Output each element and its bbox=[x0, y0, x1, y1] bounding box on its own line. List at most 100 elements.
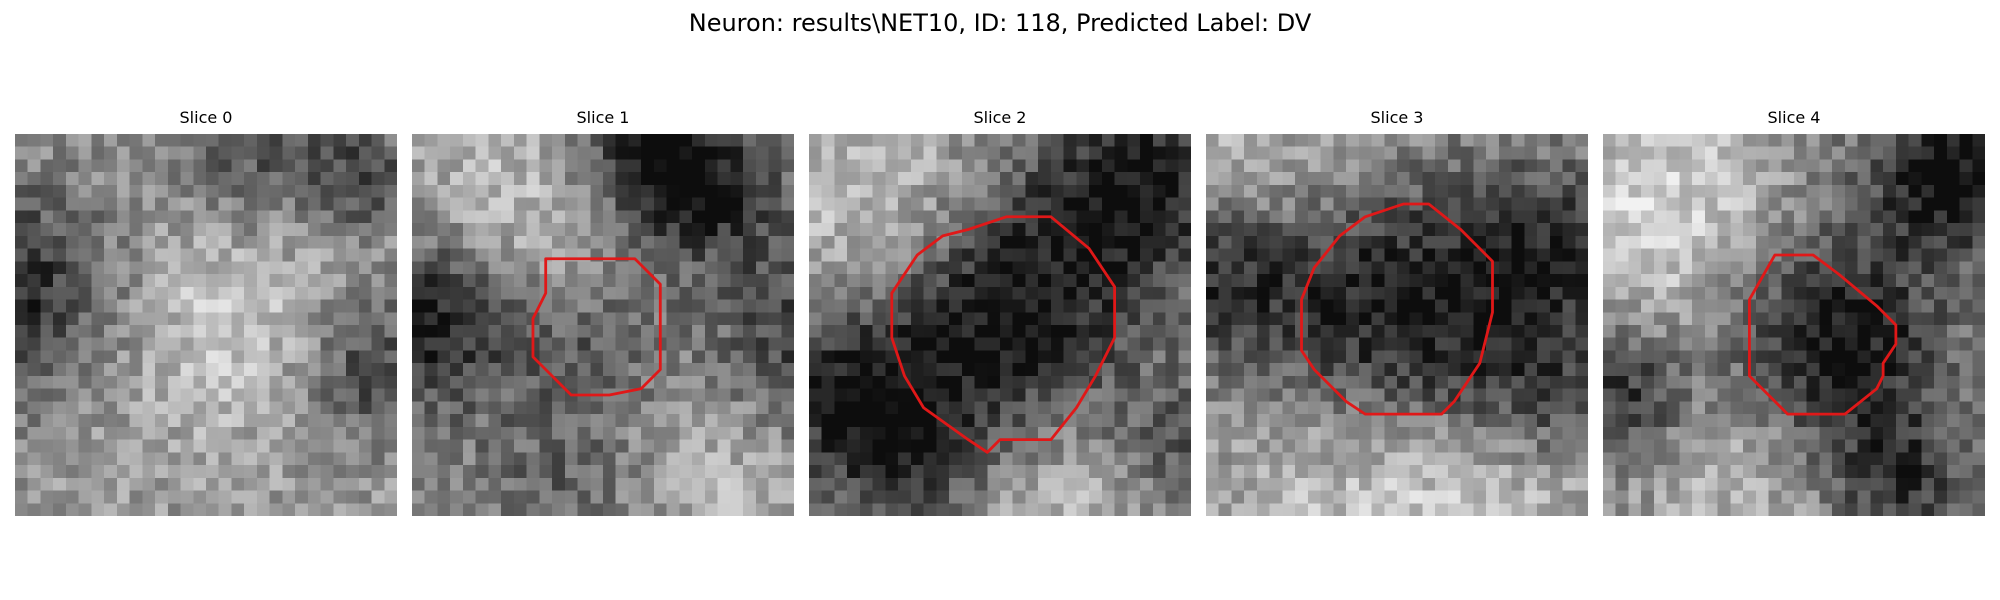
image-pixel bbox=[358, 274, 372, 288]
image-pixel bbox=[809, 261, 822, 275]
image-pixel bbox=[1844, 337, 1858, 351]
image-pixel bbox=[628, 299, 642, 313]
image-pixel bbox=[1641, 312, 1655, 326]
image-pixel bbox=[1895, 426, 1909, 440]
image-pixel bbox=[78, 235, 92, 249]
image-pixel bbox=[898, 503, 912, 516]
image-pixel bbox=[1218, 388, 1232, 402]
image-pixel bbox=[526, 503, 540, 516]
image-pixel bbox=[872, 184, 886, 198]
image-pixel bbox=[295, 261, 309, 275]
image-pixel bbox=[116, 223, 130, 237]
image-pixel bbox=[1012, 248, 1026, 262]
image-pixel bbox=[1050, 375, 1064, 389]
image-pixel bbox=[1511, 363, 1525, 377]
image-pixel bbox=[1730, 159, 1744, 173]
image-pixel bbox=[1282, 503, 1296, 516]
image-pixel bbox=[1346, 350, 1360, 364]
image-pixel bbox=[1743, 210, 1757, 224]
image-pixel bbox=[53, 235, 67, 249]
image-pixel bbox=[1794, 452, 1807, 466]
image-pixel bbox=[755, 490, 769, 504]
image-pixel bbox=[1806, 465, 1820, 479]
image-pixel bbox=[269, 465, 283, 479]
image-pixel bbox=[961, 274, 975, 288]
image-pixel bbox=[1959, 503, 1973, 516]
image-pixel bbox=[1692, 439, 1706, 453]
image-pixel bbox=[501, 184, 515, 198]
image-pixel bbox=[1127, 490, 1141, 504]
image-pixel bbox=[1832, 299, 1846, 313]
image-pixel bbox=[142, 197, 156, 211]
image-pixel bbox=[346, 426, 360, 440]
image-pixel bbox=[1397, 146, 1410, 160]
image-pixel bbox=[885, 274, 899, 288]
image-pixel bbox=[1127, 375, 1141, 389]
image-pixel bbox=[384, 477, 397, 491]
image-pixel bbox=[1358, 337, 1372, 351]
image-pixel bbox=[1101, 401, 1115, 415]
image-pixel bbox=[437, 172, 451, 186]
image-pixel bbox=[129, 223, 143, 237]
image-pixel bbox=[1972, 235, 1985, 249]
image-pixel bbox=[564, 439, 578, 453]
image-pixel bbox=[1244, 439, 1258, 453]
image-pixel bbox=[1832, 325, 1846, 338]
image-pixel bbox=[1934, 159, 1948, 173]
image-pixel bbox=[1628, 350, 1642, 364]
image-pixel bbox=[755, 325, 769, 338]
image-pixel bbox=[1628, 503, 1642, 516]
image-pixel bbox=[1641, 426, 1655, 440]
image-pixel bbox=[628, 452, 642, 466]
image-pixel bbox=[1244, 375, 1258, 389]
image-pixel bbox=[282, 235, 296, 249]
image-pixel bbox=[1206, 146, 1219, 160]
image-pixel bbox=[1717, 184, 1731, 198]
image-pixel bbox=[577, 134, 591, 147]
image-pixel bbox=[78, 503, 92, 516]
image-pixel bbox=[104, 477, 118, 491]
image-pixel bbox=[1641, 401, 1655, 415]
image-pixel bbox=[1883, 363, 1897, 377]
image-pixel bbox=[641, 439, 655, 453]
image-pixel bbox=[307, 439, 321, 453]
image-pixel bbox=[167, 197, 181, 211]
image-pixel bbox=[949, 503, 963, 516]
image-pixel bbox=[1346, 414, 1360, 428]
image-pixel bbox=[27, 172, 41, 186]
image-pixel bbox=[1537, 375, 1551, 389]
image-pixel bbox=[730, 363, 744, 377]
image-pixel bbox=[1524, 325, 1538, 338]
image-pixel bbox=[1050, 452, 1064, 466]
image-pixel bbox=[218, 223, 232, 237]
image-pixel bbox=[1397, 286, 1410, 300]
image-pixel bbox=[768, 503, 782, 516]
image-pixel bbox=[1165, 274, 1179, 288]
image-pixel bbox=[1114, 184, 1128, 198]
image-pixel bbox=[307, 210, 321, 224]
image-pixel bbox=[743, 426, 757, 440]
image-pixel bbox=[1384, 426, 1398, 440]
image-pixel bbox=[346, 235, 360, 249]
image-pixel bbox=[1666, 388, 1680, 402]
image-pixel bbox=[1307, 388, 1321, 402]
image-pixel bbox=[27, 363, 41, 377]
image-pixel bbox=[1114, 388, 1128, 402]
image-pixel bbox=[346, 350, 360, 364]
image-pixel bbox=[256, 439, 270, 453]
image-pixel bbox=[488, 350, 502, 364]
image-pixel bbox=[821, 286, 835, 300]
image-pixel bbox=[1755, 477, 1769, 491]
image-pixel bbox=[1486, 439, 1500, 453]
image-pixel bbox=[1178, 235, 1191, 249]
image-pixel bbox=[1717, 146, 1731, 160]
image-pixel bbox=[552, 477, 566, 491]
image-pixel bbox=[206, 312, 219, 326]
image-pixel bbox=[641, 235, 655, 249]
image-pixel bbox=[1603, 439, 1616, 453]
image-pixel bbox=[40, 299, 54, 313]
image-pixel bbox=[1422, 172, 1436, 186]
image-pixel bbox=[53, 299, 67, 313]
image-pixel bbox=[488, 159, 502, 173]
image-pixel bbox=[755, 184, 769, 198]
